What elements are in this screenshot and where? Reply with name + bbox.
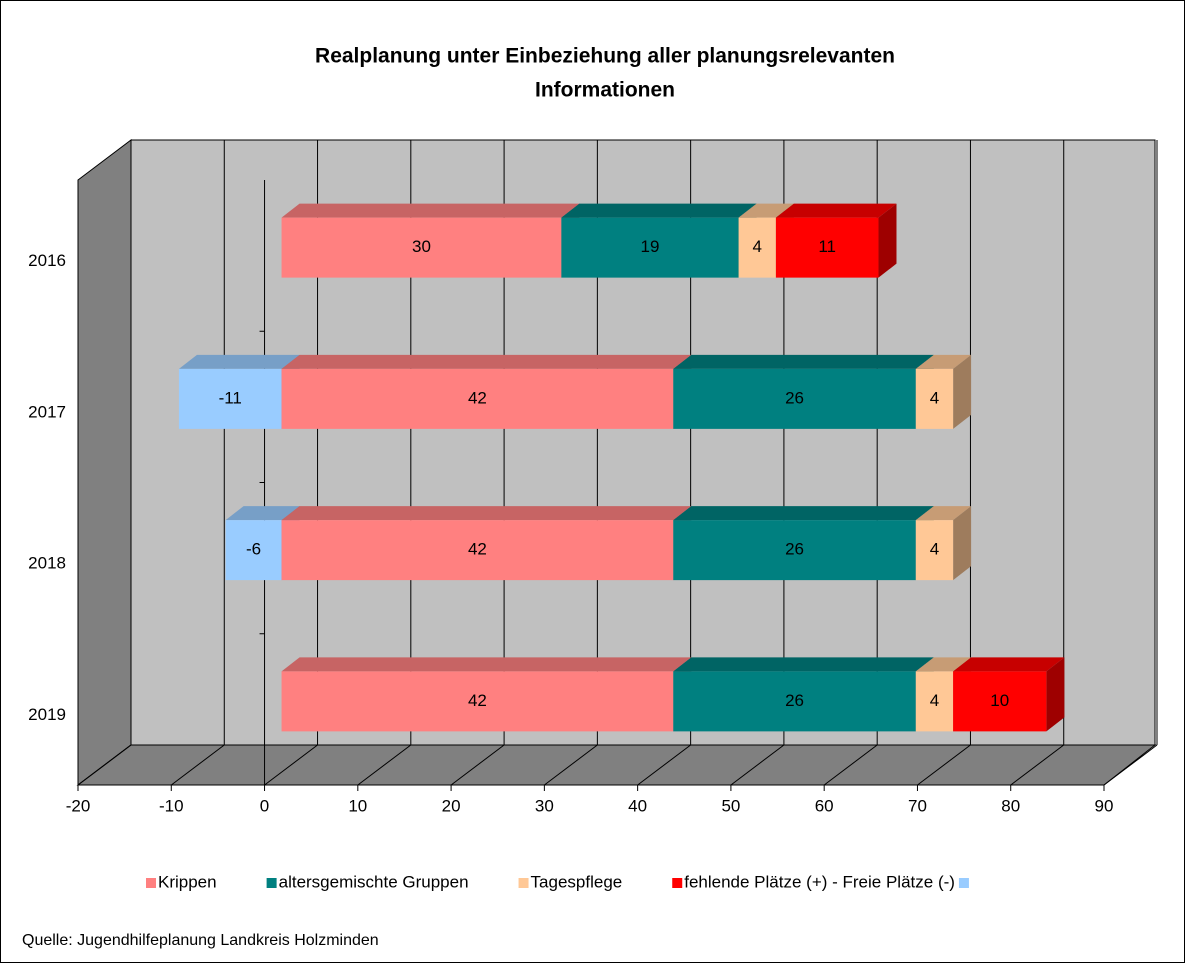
bar [673, 520, 916, 581]
bar [953, 671, 1047, 732]
source: Quelle: Jugendhilfeplanung Landkreis Hol… [22, 932, 379, 949]
floor-line [730, 744, 785, 786]
data-label: -6 [246, 540, 261, 559]
data-label: 42 [468, 691, 487, 710]
data-label: 11 [818, 237, 836, 256]
bar [281, 217, 562, 278]
data-label: 4 [930, 691, 939, 710]
legend-swatch [146, 878, 156, 888]
bar [561, 217, 739, 278]
floor-line [1103, 744, 1158, 786]
bar [915, 520, 954, 581]
bar-top [178, 354, 300, 369]
x-tick-label: 30 [535, 796, 554, 815]
x-tick-label: 90 [1095, 796, 1114, 815]
bar [178, 368, 282, 429]
data-label: 42 [468, 540, 487, 559]
x-tick-label: 40 [628, 796, 647, 815]
bar-top [673, 657, 934, 672]
y-tick-label: 2016 [28, 251, 66, 270]
x-tick-label: -10 [159, 796, 184, 815]
side-wall [77, 138, 132, 787]
bar-top [673, 506, 934, 521]
bar-top [673, 354, 934, 369]
legend-label: Krippen [158, 872, 217, 891]
x-tick-label: -20 [66, 796, 91, 815]
bar-top [915, 506, 972, 521]
x-tick-label: 70 [908, 796, 927, 815]
x-tick-label: 20 [442, 796, 461, 815]
bar-top [953, 657, 1065, 672]
legend-swatch [958, 878, 969, 888]
legend-swatch [672, 878, 683, 888]
floor-line [450, 744, 505, 786]
legend-label: altersgemischte Gruppen [279, 872, 469, 891]
bar-side [953, 354, 972, 429]
bar-top [738, 203, 794, 218]
data-label: 10 [990, 691, 1009, 710]
y-tick-label: 2019 [28, 705, 66, 724]
bar-top [281, 506, 692, 521]
bar-top [775, 203, 897, 218]
data-label: 4 [930, 540, 939, 559]
legend-swatch [518, 878, 529, 888]
x-tick-label: 60 [815, 796, 834, 815]
legend-label: Tagespflege [531, 872, 623, 891]
bar-side [953, 506, 972, 581]
floor [76, 744, 1157, 786]
x-tick-label: 10 [348, 796, 367, 815]
data-label: 30 [412, 237, 431, 256]
x-tick-label: 80 [1001, 796, 1020, 815]
legend-swatch [266, 878, 277, 888]
floor-line [637, 744, 691, 786]
bar-top [281, 354, 692, 369]
bar [915, 368, 954, 429]
data-label: 26 [785, 540, 804, 559]
floor-line [264, 744, 318, 786]
floor-line [357, 744, 412, 786]
x-tick-label: 50 [721, 796, 740, 815]
bar [673, 368, 916, 429]
data-label: 4 [753, 237, 762, 256]
bar-top [281, 203, 580, 218]
bar-top [915, 657, 972, 672]
bar [225, 520, 282, 581]
bar-top [281, 657, 692, 672]
data-label: -11 [219, 388, 242, 407]
y-tick-label: 2017 [28, 402, 66, 421]
bar-side [878, 203, 897, 278]
floor-line [77, 744, 132, 786]
data-label: 26 [785, 691, 804, 710]
chart-title: Realplanung unter Einbeziehung aller pla… [315, 45, 895, 68]
bar [738, 217, 776, 278]
floor-line [544, 744, 598, 786]
floor-line [170, 744, 225, 786]
floor-line [1010, 744, 1065, 786]
bar [673, 671, 916, 732]
bar [281, 671, 674, 732]
bar-side [1046, 657, 1065, 732]
floor-line [917, 744, 971, 786]
chart-title: Informationen [535, 79, 675, 102]
data-label: 4 [930, 388, 939, 407]
bar-top [915, 354, 972, 369]
data-label: 19 [641, 237, 660, 256]
data-label: 42 [468, 388, 487, 407]
bar [281, 368, 674, 429]
data-label: 26 [785, 388, 804, 407]
x-tick-label: 0 [260, 796, 269, 815]
bar-top [225, 506, 300, 521]
bar [915, 671, 954, 732]
legend-label: fehlende Plätze (+) - Freie Plätze (-) [684, 872, 955, 891]
y-tick-label: 2018 [28, 554, 66, 573]
floor-line [823, 744, 878, 786]
bar [281, 520, 674, 581]
bar [775, 217, 879, 278]
bar-top [561, 203, 757, 218]
